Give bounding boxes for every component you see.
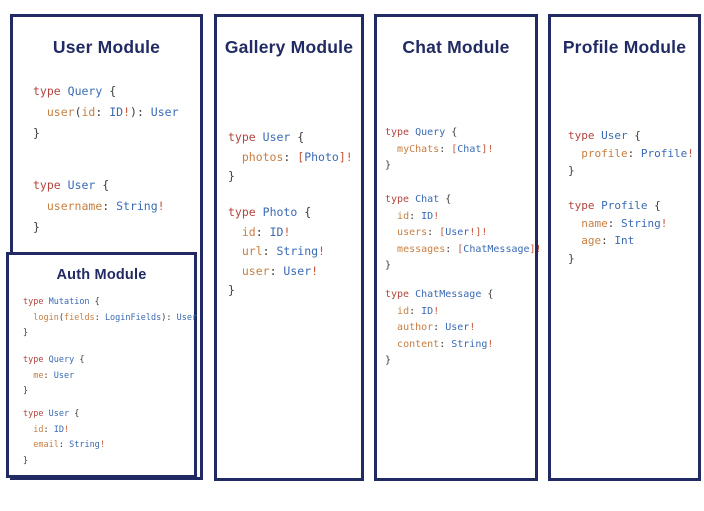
code-line: type Query { [33, 84, 117, 98]
code-line: messages: [ChatMessage]! [397, 243, 542, 255]
chat-module-title: Chat Module [402, 37, 510, 57]
auth-module-panel: Auth Module type Mutation { login(fields… [6, 252, 197, 478]
code-line: type Profile { [568, 199, 661, 212]
code-line: user(id: ID!): User [46, 105, 179, 119]
code-line: } [385, 160, 392, 171]
code-line: username: String! [46, 199, 165, 213]
code-line: type Query { [385, 127, 458, 138]
auth-query-code-block: type Query { me: User} [23, 353, 84, 400]
code-line: type User { [33, 178, 110, 192]
code-line: type User { [568, 129, 641, 142]
chat-module-panel: Chat Module type Query { myChats: [Chat]… [374, 14, 542, 481]
code-line: type Query { [23, 355, 85, 365]
profile-user-code-block: type User { profile: Profile!} [568, 127, 694, 180]
code-line: } [228, 169, 235, 183]
code-line: photos: [Photo]! [241, 149, 353, 164]
user-type-code-block: type User { username: String!} [33, 175, 165, 238]
code-line: id: ID! [33, 424, 70, 435]
code-line: email: String! [33, 440, 105, 450]
code-line: type User { [228, 130, 305, 144]
gallery-module-panel: Gallery Module type User { photos: [Phot… [214, 14, 364, 481]
code-line: content: String! [397, 338, 494, 350]
code-line: } [385, 355, 392, 366]
code-line: } [568, 251, 575, 265]
code-line: type Photo { [228, 205, 312, 219]
code-line: } [33, 126, 40, 140]
code-line: name: String! [581, 216, 668, 230]
chat-type-code-block: type Chat { id: ID! users: [User!]! mess… [385, 192, 542, 275]
profile-type-code-block: type Profile { name: String! age: Int} [568, 197, 667, 267]
code-line: } [568, 164, 575, 177]
auth-mutation-code-block: type Mutation { login(fields: LoginField… [23, 295, 197, 342]
user-module-title: User Module [52, 37, 161, 57]
gallery-photo-code-block: type Photo { id: ID! url: String! user: … [228, 203, 325, 301]
code-line: type ChatMessage { [385, 289, 494, 300]
code-line: type Mutation { [23, 297, 100, 307]
user-query-code-block: type Query { user(id: ID!): User} [33, 81, 179, 144]
code-line: id: ID! [397, 210, 440, 222]
profile-module-panel: Profile Module type User { profile: Prof… [548, 14, 701, 481]
chat-message-code-block: type ChatMessage { id: ID! author: User!… [385, 287, 493, 370]
auth-module-title: Auth Module [56, 267, 147, 283]
code-line: myChats: [Chat]! [397, 143, 494, 155]
code-line: } [228, 283, 235, 297]
code-line: id: ID! [397, 305, 440, 317]
gallery-module-title: Gallery Module [224, 37, 354, 57]
code-line: type User { [23, 409, 80, 419]
gallery-user-code-block: type User { photos: [Photo]!} [228, 128, 353, 187]
code-line: age: Int [581, 234, 635, 247]
chat-query-code-block: type Query { myChats: [Chat]!} [385, 125, 493, 175]
code-line: profile: Profile! [581, 146, 694, 160]
code-line: } [385, 260, 392, 271]
code-line: type Chat { [385, 194, 452, 205]
code-line: } [33, 220, 40, 234]
code-line: } [23, 328, 29, 338]
code-line: id: ID! [241, 224, 291, 239]
code-line: user: User! [241, 263, 319, 278]
code-line: url: String! [241, 244, 325, 258]
code-line: me: User [33, 370, 75, 381]
code-line: author: User! [397, 322, 476, 333]
profile-module-title: Profile Module [562, 37, 687, 57]
code-line: users: [User!]! [397, 227, 488, 238]
code-line: } [23, 386, 29, 396]
code-line: login(fields: LoginFields): User [33, 312, 198, 323]
code-line: } [23, 455, 29, 466]
auth-user-code-block: type User { id: ID! email: String!} [23, 407, 105, 469]
